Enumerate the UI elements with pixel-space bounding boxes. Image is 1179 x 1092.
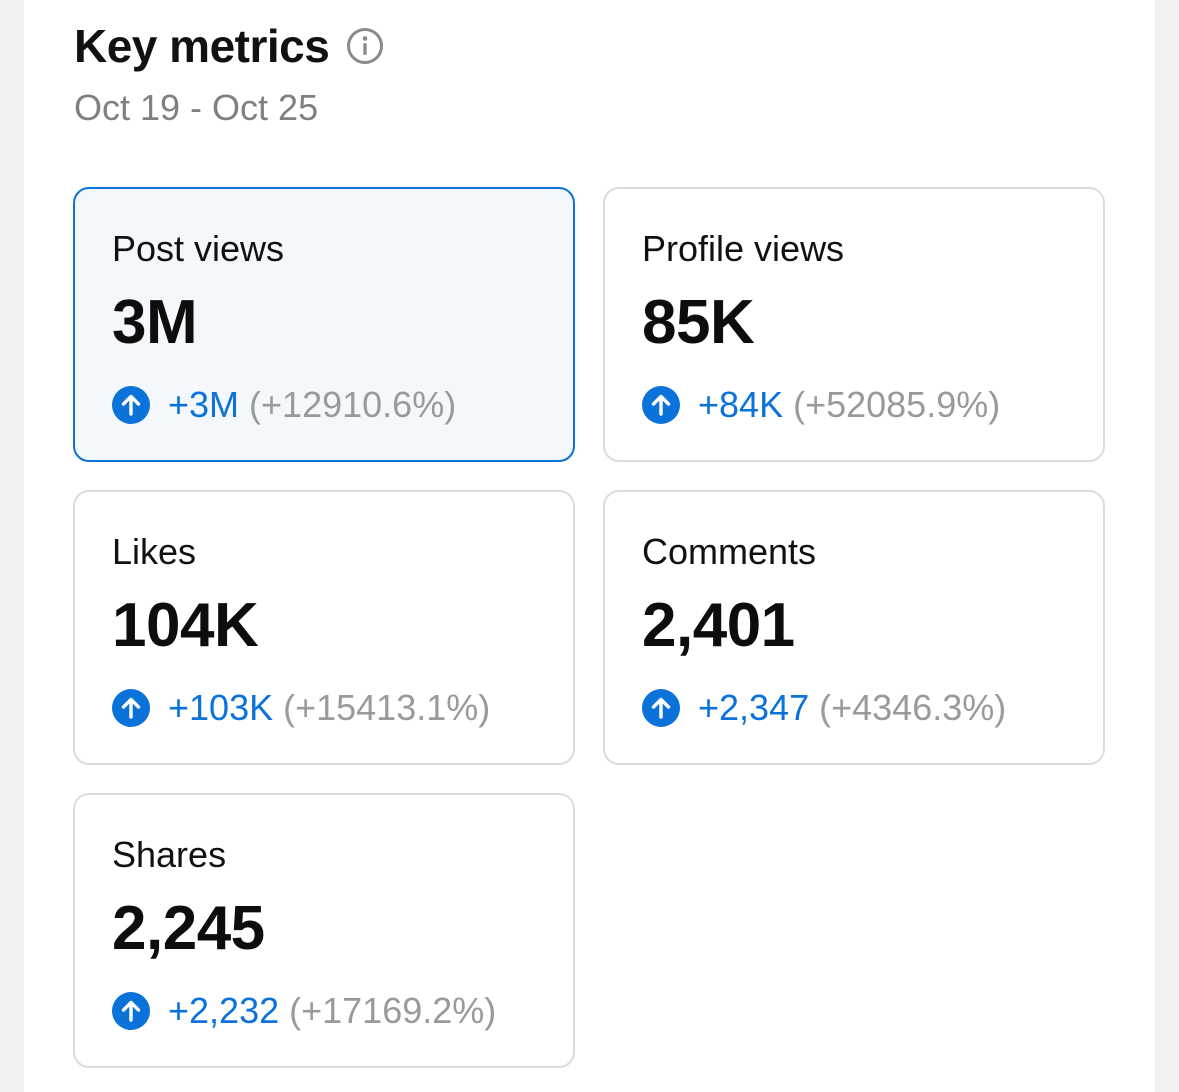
metric-card-post-views[interactable]: Post views 3M +3M (+12910.6%) [73, 187, 575, 462]
metric-percent: (+17169.2%) [289, 990, 497, 1031]
section-title: Key metrics [74, 20, 330, 72]
date-range: Oct 19 - Oct 25 [74, 87, 319, 128]
metric-value: 2,245 [112, 894, 265, 963]
arrow-up-circle-icon [642, 386, 680, 424]
metric-value: 2,401 [642, 591, 795, 660]
metric-label: Profile views [642, 228, 845, 269]
arrow-up-circle-icon [112, 992, 150, 1030]
metric-percent: (+52085.9%) [793, 384, 1001, 425]
metric-change: +2,232 (+17169.2%) [112, 989, 496, 1033]
metric-value: 85K [642, 288, 755, 357]
metric-value: 104K [112, 591, 259, 660]
metric-percent: (+4346.3%) [819, 687, 1007, 728]
metric-label: Likes [112, 531, 197, 572]
arrow-up-circle-icon [112, 386, 150, 424]
metric-label: Shares [112, 834, 227, 875]
metric-delta: +2,347 [698, 687, 810, 728]
metric-delta: +103K [168, 687, 274, 728]
metric-change: +3M (+12910.6%) [112, 383, 456, 427]
metric-delta: +3M [168, 384, 240, 425]
metric-delta: +2,232 [168, 990, 280, 1031]
info-icon[interactable] [345, 26, 385, 66]
metric-percent: (+12910.6%) [249, 384, 457, 425]
arrow-up-circle-icon [112, 689, 150, 727]
metric-label: Post views [112, 228, 285, 269]
metric-label: Comments [642, 531, 817, 572]
metric-change: +103K (+15413.1%) [112, 686, 490, 730]
metric-change: +2,347 (+4346.3%) [642, 686, 1006, 730]
metric-card-likes[interactable]: Likes 104K +103K (+15413.1%) [73, 490, 575, 765]
arrow-up-circle-icon [642, 689, 680, 727]
metric-delta: +84K [698, 384, 784, 425]
metric-change: +84K (+52085.9%) [642, 383, 1000, 427]
metric-card-profile-views[interactable]: Profile views 85K +84K (+52085.9%) [603, 187, 1105, 462]
metric-card-comments[interactable]: Comments 2,401 +2,347 (+4346.3%) [603, 490, 1105, 765]
metric-card-shares[interactable]: Shares 2,245 +2,232 (+17169.2%) [73, 793, 575, 1068]
key-metrics-header: Key metrics [74, 16, 385, 76]
metric-value: 3M [112, 288, 198, 357]
metric-percent: (+15413.1%) [283, 687, 491, 728]
